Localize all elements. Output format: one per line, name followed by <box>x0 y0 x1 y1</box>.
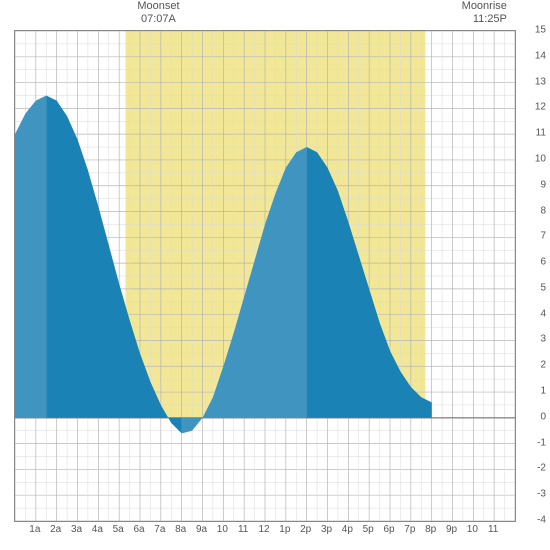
y-tick-label: 9 <box>540 179 546 190</box>
tide-chart: Moonset 07:07A Moonrise 11:25P -4 -3 -2 -1 0… <box>0 0 550 550</box>
x-tick-label: 6p <box>383 524 394 535</box>
x-tick-label: 10 <box>467 524 478 535</box>
y-tick-label: 7 <box>540 231 546 242</box>
plot-area <box>14 30 516 522</box>
plot-svg <box>15 31 515 521</box>
x-tick-label: 7a <box>154 524 165 535</box>
moonrise-title: Moonrise <box>462 0 507 12</box>
x-tick-label: 1a <box>29 524 40 535</box>
x-tick-label: 11 <box>488 524 498 535</box>
y-tick-label: 6 <box>540 257 546 268</box>
y-tick-label: 10 <box>535 153 546 164</box>
moonrise-label: Moonrise 11:25P <box>452 0 507 26</box>
y-tick-label: 13 <box>535 76 546 87</box>
x-tick-label: 8a <box>175 524 186 535</box>
x-tick-label: 12 <box>258 524 269 535</box>
moonset-time: 07:07A <box>141 13 176 25</box>
x-tick-label: 11 <box>238 524 248 535</box>
chart-header: Moonset 07:07A Moonrise 11:25P <box>0 0 550 30</box>
y-tick-label: 2 <box>540 360 546 371</box>
y-tick-label: 0 <box>540 411 546 422</box>
x-tick-label: 6a <box>133 524 144 535</box>
x-tick-label: 1p <box>279 524 290 535</box>
x-tick-label: 8p <box>425 524 436 535</box>
y-tick-label: -1 <box>537 437 546 448</box>
x-tick-label: 3a <box>71 524 82 535</box>
y-tick-label: 1 <box>540 386 546 397</box>
x-axis: 1a 2a 3a 4a 5a 6a 7a 8a 9a 10 11 12 1p 2p 3p 4p 5p 6p 7p 8p… <box>14 524 514 542</box>
moonrise-time: 11:25P <box>473 13 507 25</box>
y-tick-label: 15 <box>535 25 546 36</box>
x-tick-label: 9p <box>446 524 457 535</box>
x-tick-label: 9a <box>196 524 207 535</box>
y-tick-label: 3 <box>540 334 546 345</box>
moonset-title: Moonset <box>137 0 179 12</box>
x-tick-label: 7p <box>404 524 415 535</box>
y-tick-label: -3 <box>537 489 546 500</box>
x-tick-label: 2a <box>50 524 61 535</box>
x-tick-label: 5a <box>113 524 124 535</box>
x-tick-label: 3p <box>321 524 332 535</box>
moonset-label: Moonset 07:07A <box>137 0 179 26</box>
y-tick-label: 5 <box>540 282 546 293</box>
y-axis: -4-3-2-10123456789101112131415 <box>520 30 546 520</box>
x-tick-label: 4p <box>342 524 353 535</box>
y-tick-label: 14 <box>535 50 546 61</box>
y-tick-label: 11 <box>536 128 546 139</box>
x-tick-label: 2p <box>300 524 311 535</box>
x-tick-label: 4a <box>92 524 103 535</box>
y-tick-label: 12 <box>535 102 546 113</box>
y-tick-label: 8 <box>540 205 546 216</box>
y-tick-label: -2 <box>537 463 546 474</box>
y-tick-label: 4 <box>540 308 546 319</box>
x-tick-label: 10 <box>217 524 228 535</box>
y-tick-label: -4 <box>537 515 546 526</box>
x-tick-label: 5p <box>363 524 374 535</box>
